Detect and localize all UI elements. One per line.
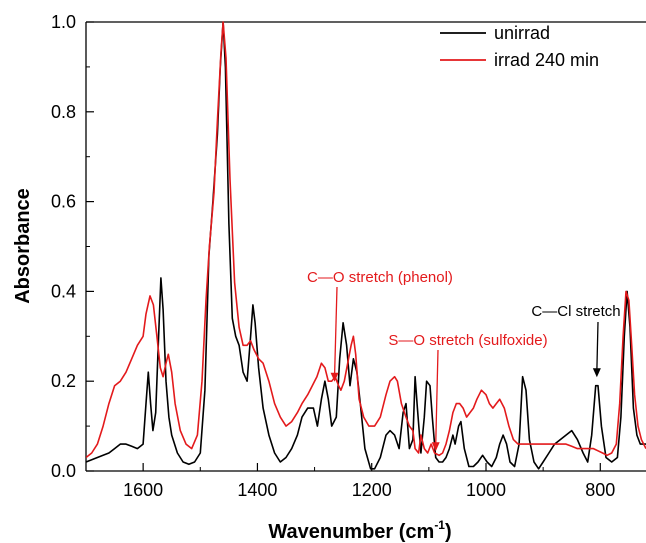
x-axis-title-main: Wavenumber (cm: [268, 521, 434, 543]
y-tick-label: 1.0: [51, 12, 76, 32]
annotations: C—O stretch (phenol) S—O stretch (sulfoxi…: [307, 269, 621, 452]
y-tick-label: 0.2: [51, 371, 76, 391]
plot-frame: [85, 21, 646, 472]
y-tick-label: 0.0: [51, 461, 76, 481]
annotation-label: S—O stretch (sulfoxide): [388, 332, 547, 349]
annotation-arrow-line: [333, 286, 338, 376]
x-tick-label: 1600: [123, 480, 163, 500]
series-lines: [86, 21, 646, 470]
annotation-arrow-line: [596, 321, 599, 372]
legend-label: unirrad: [494, 23, 550, 43]
y-axis-ticks: 0.0 0.2 0.4 0.6 0.8 1.0: [51, 12, 94, 481]
x-tick-label: 1200: [352, 480, 392, 500]
legend-label: irrad 240 min: [494, 50, 599, 70]
x-axis-ticks: 1600 1400 1200 1000 800: [85, 463, 615, 500]
y-tick-label: 0.6: [51, 192, 76, 212]
annotation-arrow-line: [435, 349, 439, 446]
annotation-arrowhead: [592, 368, 601, 378]
x-tick-label: 1400: [237, 480, 277, 500]
annotation-label: C—O stretch (phenol): [307, 269, 453, 286]
annotation-arrowhead: [431, 442, 440, 452]
x-axis-title: Wavenumber (cm-1): [268, 518, 451, 543]
legend: unirrad irrad 240 min: [440, 23, 599, 70]
annotation-arrowhead: [330, 372, 339, 382]
x-axis-title-sup: -1: [434, 518, 445, 532]
x-tick-label: 800: [585, 480, 615, 500]
x-tick-label: 1000: [466, 480, 506, 500]
annotation-label: C—Cl stretch: [531, 303, 620, 320]
x-axis-title-close: ): [445, 521, 452, 543]
series-line-0: [86, 21, 646, 470]
y-tick-label: 0.4: [51, 281, 76, 301]
series-line-1: [86, 21, 646, 459]
y-tick-label: 0.8: [51, 102, 76, 122]
y-axis-title: Absorbance: [12, 188, 34, 304]
